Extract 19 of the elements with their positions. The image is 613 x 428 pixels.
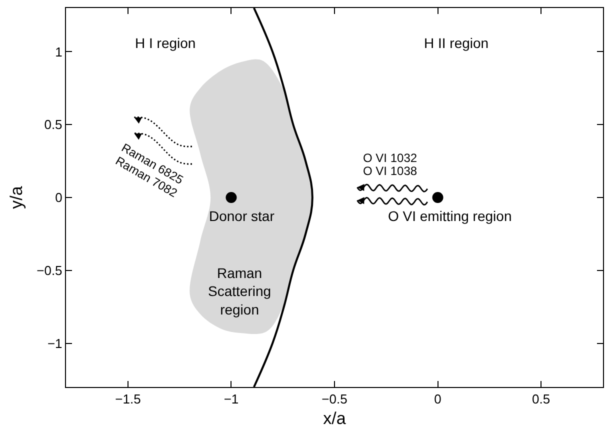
x-tick-label: 0.5 [532, 392, 550, 407]
annotation: Raman Scattering region [208, 265, 272, 318]
y-tick-label: −1 [47, 336, 62, 351]
x-tick-label: −0.5 [322, 392, 348, 407]
annotation: Donor star [209, 208, 275, 224]
annotation: O VI emitting region [388, 208, 512, 224]
x-axis-title: x/a [323, 409, 346, 428]
x-tick-label: −1 [224, 392, 239, 407]
annotation: H II region [424, 35, 489, 51]
x-tick-label: 0 [434, 392, 442, 407]
y-tick-label: 1 [55, 44, 62, 60]
y-axis-title: y/a [6, 186, 26, 209]
y-tick-label: −0.5 [36, 262, 62, 278]
x-tick-label: −1.5 [115, 392, 141, 407]
y-tick-label: 0 [55, 190, 62, 206]
y-tick-label: 0.5 [44, 117, 62, 132]
annotation: H I region [135, 35, 196, 51]
annotation: O VI 1038 [363, 164, 418, 178]
annotation: O VI 1032 [363, 151, 418, 165]
